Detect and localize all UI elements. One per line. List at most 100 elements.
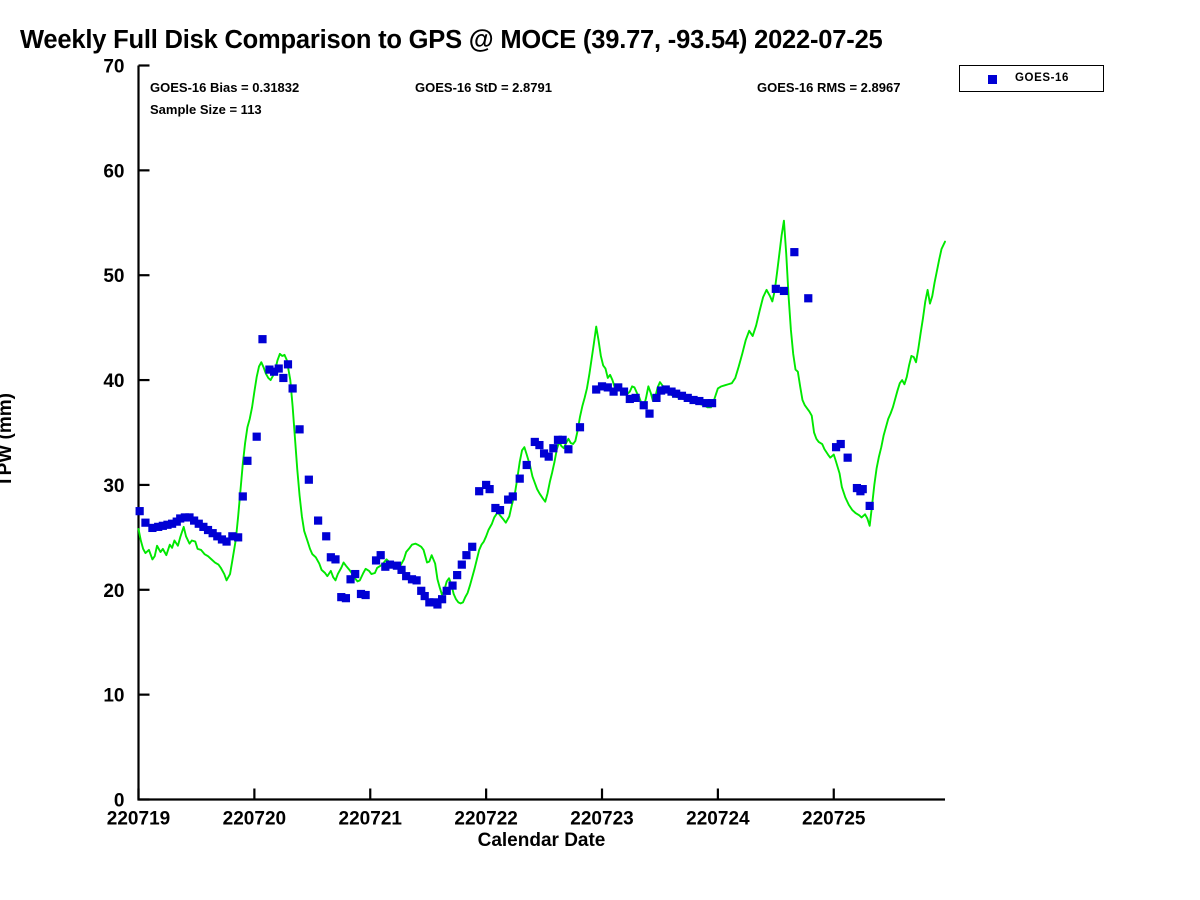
scatter-point [491,503,500,513]
scatter-point [148,523,157,533]
scatter-point [495,505,505,515]
scatter-point [376,551,385,560]
scatter-point [203,525,213,535]
scatter-point [535,440,544,450]
scatter-point [163,520,172,529]
stat-std: GOES-16 StD = 2.8791 [415,80,552,95]
scatter-point [453,571,462,580]
scatter-point [371,556,381,565]
x-tick-label: 220721 [339,809,403,830]
scatter-point [208,529,217,538]
scatter-point [836,439,845,449]
scatter-point [858,485,867,494]
scatter-point [558,435,567,444]
scatter-point [614,383,623,392]
scatter-point [407,575,417,584]
scatter-point [425,598,434,607]
scatter-point [141,518,150,527]
scatter-point [597,382,607,391]
scatter-point [420,591,429,601]
scatter-point [279,373,288,383]
tick-labels-group: 0 10 20 30 40 50 60 70 220719 220720 220721 220722 2… [103,57,866,830]
scatter-point [314,516,323,525]
scatter-point [295,425,304,434]
scatter-point [341,594,351,603]
scatter-point [639,401,648,410]
legend-label-goes16: GOES-16 [1015,72,1070,84]
scatter-point [433,600,442,609]
stat-rms: GOES-16 RMS = 2.8967 [757,80,901,95]
scatter-point [265,365,274,374]
legend-marker-goes16-icon [988,75,997,84]
scatter-point [609,387,618,396]
scatter-point [482,480,491,490]
goes16-scatter-series [135,248,874,609]
x-tick-label: 220722 [454,809,517,830]
scatter-point [438,595,447,604]
scatter-point [667,387,676,396]
y-tick-label: 50 [103,266,124,287]
scatter-point [168,519,177,528]
scatter-point [222,537,231,546]
y-tick-label: 20 [103,581,124,602]
y-tick-label: 10 [103,686,124,707]
scatter-point [304,475,313,484]
x-tick-label: 220723 [570,809,633,830]
scatter-point [564,445,573,454]
scatter-point [392,561,401,570]
scatter-point [448,581,457,590]
scatter-point [176,514,185,523]
scatter-point [412,576,421,585]
scatter-point [185,513,194,522]
scatter-point [322,532,331,541]
scatter-point [194,519,203,528]
y-tick-label: 30 [103,476,124,497]
scatter-point [790,248,799,257]
stat-bias: GOES-16 Bias = 0.31832 [150,80,300,95]
axes-group [137,64,945,801]
scatter-point [625,394,634,404]
scatter-point [346,575,355,584]
scatter-point [603,383,612,392]
scatter-point [779,286,789,296]
scatter-point [575,423,585,432]
scatter-point [843,453,852,462]
x-tick-label: 220725 [802,809,866,830]
scatter-point [180,513,189,522]
gps-line-series [137,219,946,605]
axis-spines [137,65,945,801]
scatter-point [351,569,360,579]
scatter-point [397,565,406,574]
scatter-point [288,384,297,393]
scatter-point [544,452,553,461]
scatter-point [274,364,283,373]
scatter-point [190,516,199,525]
scatter-point [522,460,531,470]
scatter-point [677,391,687,400]
scatter-point [661,385,670,394]
scatter-point [645,409,654,418]
scatter-point [154,522,163,531]
scatter-point [199,522,208,531]
scatter-point [831,443,841,452]
scatter-point [553,435,563,444]
scatter-point [504,495,513,504]
scatter-point [771,284,780,293]
scatter-point [683,393,692,402]
scatter-point [485,485,494,494]
scatter-point [457,560,466,569]
y-tick-label: 40 [103,371,124,392]
legend: GOES-16 [959,65,1104,92]
scatter-point [702,399,711,408]
x-axis-title: Calendar Date [477,830,606,851]
scatter-point [515,474,524,483]
scatter-point [326,553,335,562]
scatter-point [672,389,681,398]
scatter-point [865,501,874,510]
scatter-point [217,535,227,544]
scatter-point [462,551,471,560]
y-tick-label: 0 [114,791,125,812]
scatter-point [252,432,261,441]
